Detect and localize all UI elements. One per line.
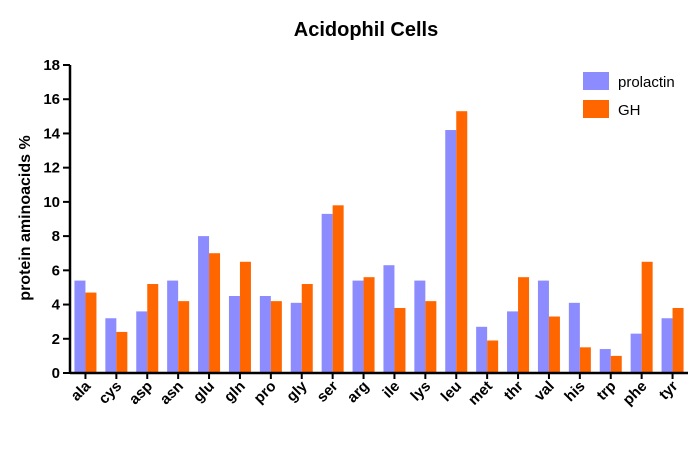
bar-ile-GH: [394, 307, 406, 373]
bar-ala-prolactin: [74, 280, 86, 373]
bar-cys-GH: [116, 331, 128, 373]
chart-title: Acidophil Cells: [294, 19, 438, 41]
bar-thr-prolactin: [507, 311, 519, 373]
bar-tyr-prolactin: [661, 318, 673, 373]
bar-pro-GH: [270, 301, 282, 373]
bar-lys-prolactin: [414, 280, 426, 373]
bar-cys-prolactin: [105, 318, 117, 373]
bar-tyr-GH: [672, 307, 684, 373]
y-tick-label: 2: [52, 331, 60, 348]
bar-asn-GH: [178, 301, 190, 373]
bar-arg-prolactin: [352, 280, 364, 373]
x-tick-label-gln: gln: [221, 378, 249, 406]
x-tick-label-cys: cys: [95, 378, 125, 408]
legend: prolactin GH: [583, 72, 675, 119]
bar-leu-prolactin: [445, 130, 457, 373]
bar-leu-GH: [456, 111, 468, 373]
bar-trp-prolactin: [599, 349, 611, 373]
x-tick-label-lys: lys: [407, 378, 434, 405]
x-tick-label-pro: pro: [251, 378, 280, 407]
y-tick-label: 12: [43, 160, 60, 177]
bar-gly-GH: [301, 284, 313, 373]
legend-label-GH: GH: [618, 102, 641, 119]
bar-his-prolactin: [568, 302, 580, 373]
bar-thr-GH: [518, 277, 530, 373]
y-tick-label: 14: [43, 125, 60, 142]
y-axis-label: protein aminoacids %: [17, 135, 34, 300]
x-tick-label-trp: trp: [593, 378, 619, 404]
x-tick-label-met: met: [465, 378, 496, 409]
bar-met-prolactin: [476, 326, 488, 373]
bar-ser-GH: [332, 205, 344, 373]
bar-asn-prolactin: [167, 280, 179, 373]
y-tick-label: 18: [43, 57, 60, 74]
y-tick-label: 0: [52, 365, 60, 382]
legend-swatch-prolactin: [583, 72, 609, 90]
y-tick-label: 4: [52, 297, 61, 314]
x-tick-label-ile: ile: [379, 378, 403, 402]
bar-his-GH: [579, 347, 591, 373]
bar-gly-prolactin: [290, 302, 302, 373]
x-tick-label-val: val: [531, 378, 558, 405]
x-tick-label-thr: thr: [501, 378, 527, 404]
bar-trp-GH: [610, 355, 622, 373]
bar-asp-prolactin: [136, 311, 148, 373]
x-tick-label-asn: asn: [157, 378, 187, 408]
x-tick-label-ala: ala: [68, 377, 95, 404]
bar-arg-GH: [363, 277, 375, 373]
y-tick-label: 6: [52, 262, 60, 279]
bar-met-GH: [487, 340, 499, 373]
x-tick-label-ser: ser: [314, 378, 342, 406]
bar-gln-GH: [239, 261, 251, 373]
bar-glu-prolactin: [198, 236, 210, 373]
x-tick-label-glu: glu: [190, 378, 218, 406]
bar-ala-GH: [85, 292, 97, 373]
x-tick-label-gly: gly: [283, 377, 311, 405]
x-tick-label-phe: phe: [620, 378, 651, 409]
bar-glu-GH: [209, 253, 221, 373]
x-tick-label-arg: arg: [344, 378, 373, 407]
legend-label-prolactin: prolactin: [618, 74, 675, 91]
x-tick-label-tyr: tyr: [656, 378, 682, 404]
bar-val-prolactin: [537, 280, 549, 373]
x-tick-label-leu: leu: [438, 378, 465, 405]
bar-phe-GH: [641, 261, 653, 373]
bar-ile-prolactin: [383, 265, 395, 373]
y-tick-label: 16: [43, 91, 60, 108]
y-tick-label: 8: [52, 228, 60, 245]
bar-lys-GH: [425, 301, 437, 373]
x-tick-label-asp: asp: [126, 378, 156, 408]
bar-pro-prolactin: [259, 296, 271, 373]
y-tick-label: 10: [43, 194, 60, 211]
bar-val-GH: [548, 316, 560, 373]
legend-swatch-GH: [583, 100, 609, 118]
bar-gln-prolactin: [228, 296, 240, 373]
bar-asp-GH: [147, 284, 159, 373]
bar-phe-prolactin: [630, 333, 642, 373]
bar-ser-prolactin: [321, 213, 333, 373]
x-tick-label-his: his: [561, 378, 588, 405]
